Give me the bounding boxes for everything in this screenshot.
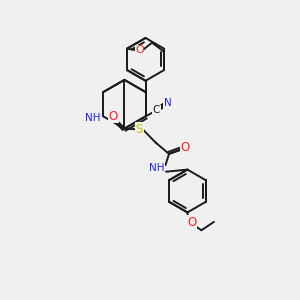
Text: O: O	[187, 216, 196, 229]
Text: O: O	[180, 141, 190, 154]
Text: O: O	[135, 45, 144, 55]
Text: NH: NH	[85, 113, 101, 123]
Text: O: O	[109, 110, 118, 123]
Text: C: C	[153, 106, 160, 116]
Text: NH: NH	[149, 163, 164, 173]
Text: S: S	[136, 123, 143, 136]
Text: N: N	[164, 98, 171, 108]
